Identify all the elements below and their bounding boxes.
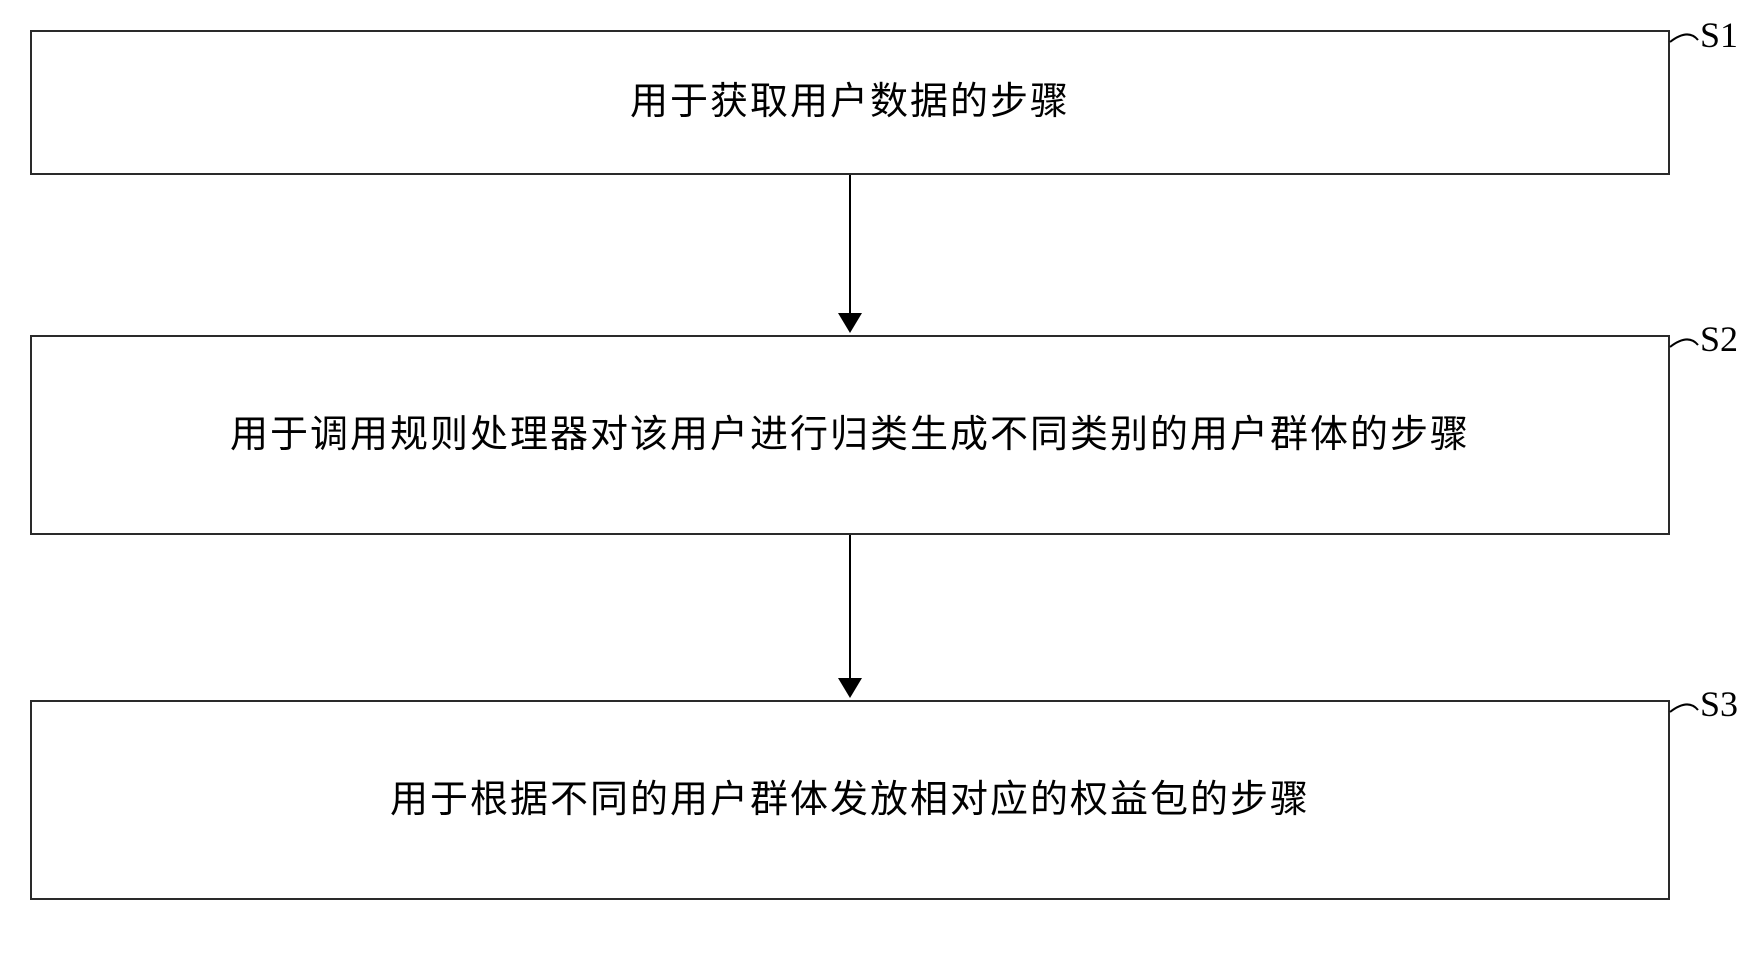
step-s1-block: 用于获取用户数据的步骤 [30, 30, 1670, 175]
arrow-s1-s2-head [838, 313, 862, 333]
arrow-s2-s3-head [838, 678, 862, 698]
step-s2-label: S2 [1700, 318, 1738, 360]
step-s3-block: 用于根据不同的用户群体发放相对应的权益包的步骤 [30, 700, 1670, 900]
step-s2-text: 用于调用规则处理器对该用户进行归类生成不同类别的用户群体的步骤 [230, 405, 1470, 466]
flowchart-container: 用于获取用户数据的步骤 S1 用于调用规则处理器对该用户进行归类生成不同类别的用… [0, 0, 1753, 963]
arrow-s2-s3-line [849, 535, 851, 680]
arrow-s1-s2-line [849, 175, 851, 315]
step-s3-text: 用于根据不同的用户群体发放相对应的权益包的步骤 [390, 770, 1310, 831]
step-s3-label: S3 [1700, 683, 1738, 725]
step-s1-label: S1 [1700, 14, 1738, 56]
step-s2-block: 用于调用规则处理器对该用户进行归类生成不同类别的用户群体的步骤 [30, 335, 1670, 535]
step-s1-text: 用于获取用户数据的步骤 [630, 72, 1070, 133]
